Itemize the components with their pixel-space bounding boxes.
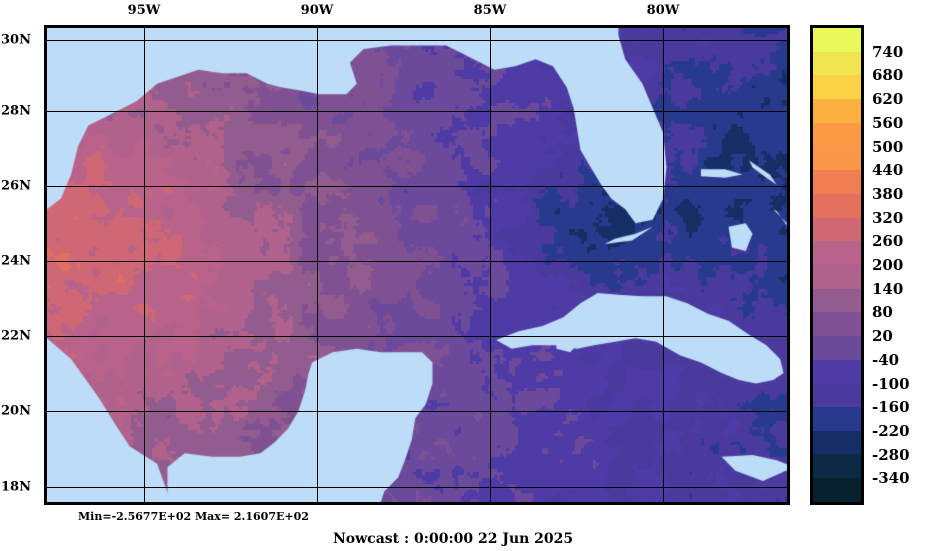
colorbar-band-4 [813, 122, 861, 147]
colorbar-tick--220: -220 [872, 421, 910, 440]
lat-tick-24n: 24N [1, 253, 31, 269]
colorbar-band-8 [813, 217, 861, 242]
colorbar-tick-740: 740 [872, 42, 904, 61]
colorbar-band-16 [813, 407, 861, 431]
nowcast-caption: Nowcast : 0:00:00 22 Jun 2025 [333, 531, 574, 547]
colorbar-band-15 [813, 383, 861, 407]
colorbar-band-14 [813, 359, 861, 384]
colorbar-tick-560: 560 [872, 113, 904, 132]
colorbar-tick-440: 440 [872, 161, 904, 180]
colorbar-tick--340: -340 [872, 469, 910, 488]
colorbar-tick-260: 260 [872, 232, 904, 251]
colorbar-tick--160: -160 [872, 398, 910, 417]
minmax-annotation: Min=-2.5677E+02 Max= 2.1607E+02 [78, 510, 309, 523]
lat-tick-22n: 22N [1, 328, 31, 344]
colorbar-tick-80: 80 [872, 303, 893, 322]
colorbar-tick-140: 140 [872, 279, 904, 298]
lat-tick-18n: 18N [1, 479, 31, 495]
lat-tick-26n: 26N [1, 178, 31, 194]
lon-tick-85w: 85W [473, 3, 507, 18]
colorbar-band-0 [813, 28, 861, 52]
colorbar-band-5 [813, 146, 861, 171]
colorbar-band-1 [813, 51, 861, 76]
colorbar-tick--100: -100 [872, 374, 910, 393]
colorbar-band-11 [813, 288, 861, 313]
lon-tick-90w: 90W [300, 3, 334, 18]
colorbar-band-10 [813, 264, 861, 289]
lat-tick-28n: 28N [1, 103, 31, 119]
contour-field [47, 28, 787, 502]
lat-tick-30n: 30N [1, 32, 31, 48]
colorbar-band-12 [813, 312, 861, 336]
lat-tick-20n: 20N [1, 403, 31, 419]
colorbar-tick-320: 320 [872, 208, 904, 227]
colorbar-tick-500: 500 [872, 137, 904, 156]
colorbar-band-18 [813, 454, 861, 479]
colorbar-band-17 [813, 430, 861, 455]
colorbar-band-13 [813, 335, 861, 360]
colorbar-band-19 [813, 478, 861, 502]
colorbar-tick-20: 20 [872, 327, 893, 346]
lon-tick-80w: 80W [646, 3, 680, 18]
colorbar-band-2 [813, 75, 861, 100]
colorbar-band-6 [813, 170, 861, 194]
colorbar-tick-380: 380 [872, 184, 904, 203]
colorbar-tick--40: -40 [872, 350, 900, 369]
colorbar-tick-200: 200 [872, 256, 904, 274]
colorbar [810, 25, 864, 505]
colorbar-tick-680: 680 [872, 66, 904, 85]
lon-tick-95w: 95W [127, 3, 161, 18]
colorbar-band-7 [813, 193, 861, 218]
colorbar-band-3 [813, 99, 861, 123]
colorbar-tick-620: 620 [872, 90, 904, 109]
colorbar-band-9 [813, 241, 861, 265]
colorbar-tick--280: -280 [872, 445, 910, 464]
map-plot-area [44, 25, 790, 505]
